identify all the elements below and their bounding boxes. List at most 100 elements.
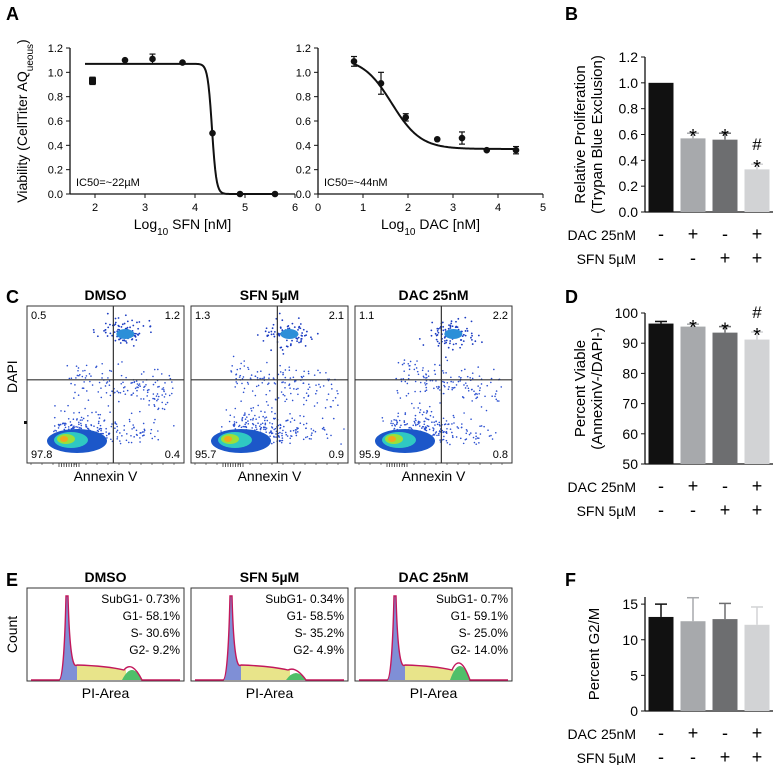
- flow-dot: [434, 424, 436, 426]
- flow-dot: [471, 334, 473, 337]
- x-axis-label: Log10 DAC [nM]: [381, 216, 480, 238]
- flow-dot: [443, 435, 445, 438]
- flow-dot: [325, 371, 327, 374]
- flow-dot: [243, 414, 245, 417]
- flow-dot: [80, 422, 82, 425]
- flow-dot: [425, 426, 428, 429]
- flow-dot: [131, 338, 134, 340]
- flow-dot: [57, 423, 60, 426]
- y-tick-label: 100: [615, 305, 639, 321]
- flow-dot: [407, 363, 410, 365]
- treatment-row-label: DAC 25nM: [568, 726, 636, 742]
- flow-dot: [142, 389, 145, 391]
- flow-dot: [438, 434, 440, 436]
- x-tick-label: 4: [192, 202, 198, 214]
- flow-dot: [88, 373, 91, 375]
- flow-dot: [289, 421, 292, 423]
- flow-dot: [163, 396, 166, 398]
- y-tick-label: 0.8: [296, 92, 311, 104]
- significance-star: *: [753, 325, 761, 347]
- y-tick-label: 90: [622, 335, 638, 351]
- flow-dot: [439, 425, 441, 427]
- flow-dot: [453, 416, 455, 419]
- flow-dot: [308, 383, 310, 386]
- treatment-sign: +: [752, 476, 763, 496]
- flow-dot: [117, 363, 120, 365]
- flow-dot: [155, 395, 158, 397]
- flow-dot: [313, 405, 316, 407]
- flow-dot: [235, 377, 237, 380]
- flow-dot: [279, 346, 282, 349]
- flow-dot: [303, 370, 305, 373]
- flow-dot: [128, 418, 131, 421]
- flow-dot: [442, 372, 445, 374]
- flow-dot: [78, 426, 81, 429]
- flow-dot: [131, 428, 133, 430]
- flow-dot: [434, 373, 437, 376]
- flow-dot: [459, 346, 462, 349]
- flow-dot: [436, 340, 439, 343]
- y-tick-label: 0.8: [48, 92, 63, 104]
- flow-dot: [427, 418, 430, 421]
- flow-dot: [231, 365, 233, 367]
- flow-dot: [156, 393, 159, 395]
- flow-dot: [300, 337, 303, 340]
- flow-dot: [451, 423, 453, 425]
- flow-dot: [143, 431, 145, 433]
- flow-dot: [295, 434, 298, 437]
- flow-dot: [305, 427, 307, 430]
- flow-dot: [411, 402, 413, 405]
- y-tick-label: 10: [622, 632, 638, 648]
- flow-dot: [268, 373, 271, 376]
- flow-dot: [466, 385, 468, 387]
- flow-dot: [270, 431, 273, 433]
- bar: [712, 139, 738, 212]
- bar: [680, 138, 706, 212]
- flow-dot: [495, 390, 498, 392]
- flow-dot: [104, 322, 107, 325]
- flow-dot: [468, 433, 471, 436]
- y-tick-label: 5: [630, 667, 638, 683]
- flow-dot: [255, 418, 257, 420]
- flow-dot: [142, 325, 145, 327]
- flow-dot: [273, 382, 276, 384]
- flow-dot: [390, 422, 392, 425]
- plot-frame: [354, 587, 513, 682]
- flow-dot: [461, 335, 464, 337]
- flow-dot: [460, 426, 463, 429]
- flow-dot: [162, 387, 165, 389]
- data-point: [149, 55, 156, 63]
- flow-dot: [116, 425, 118, 428]
- treatment-sign: -: [690, 248, 696, 268]
- flow-dot: [80, 416, 83, 419]
- flow-dot: [460, 339, 463, 341]
- y-tick-label: 60: [622, 426, 638, 442]
- x-axis-label: Annexin V: [402, 468, 466, 484]
- flow-dot: [238, 425, 240, 428]
- x-tick-label: 3: [142, 202, 148, 214]
- flow-dot: [470, 418, 472, 420]
- flow-dot: [302, 438, 305, 441]
- flow-dot: [137, 384, 140, 387]
- y-tick-label: 0.0: [296, 189, 311, 201]
- flow-dot: [255, 385, 258, 388]
- flow-dot: [265, 400, 268, 403]
- flow-dot: [426, 425, 429, 427]
- flow-dot: [161, 407, 164, 410]
- flow-dot: [264, 426, 266, 429]
- flow-dot: [305, 330, 308, 333]
- flow-dot: [418, 425, 421, 427]
- flow-dot: [282, 373, 284, 376]
- flow-dot: [236, 382, 239, 385]
- flow-dot: [132, 424, 134, 426]
- flow-dot: [282, 393, 285, 396]
- flow-dot: [406, 382, 409, 385]
- flow-dot: [268, 377, 270, 379]
- flow-dot: [451, 387, 454, 389]
- flow-dot: [287, 325, 290, 327]
- flow-dot: [273, 335, 276, 338]
- s-phase-fill: [71, 664, 126, 680]
- flow-dot: [243, 365, 246, 367]
- flow-dot: [413, 407, 415, 409]
- flow-dot: [252, 406, 255, 409]
